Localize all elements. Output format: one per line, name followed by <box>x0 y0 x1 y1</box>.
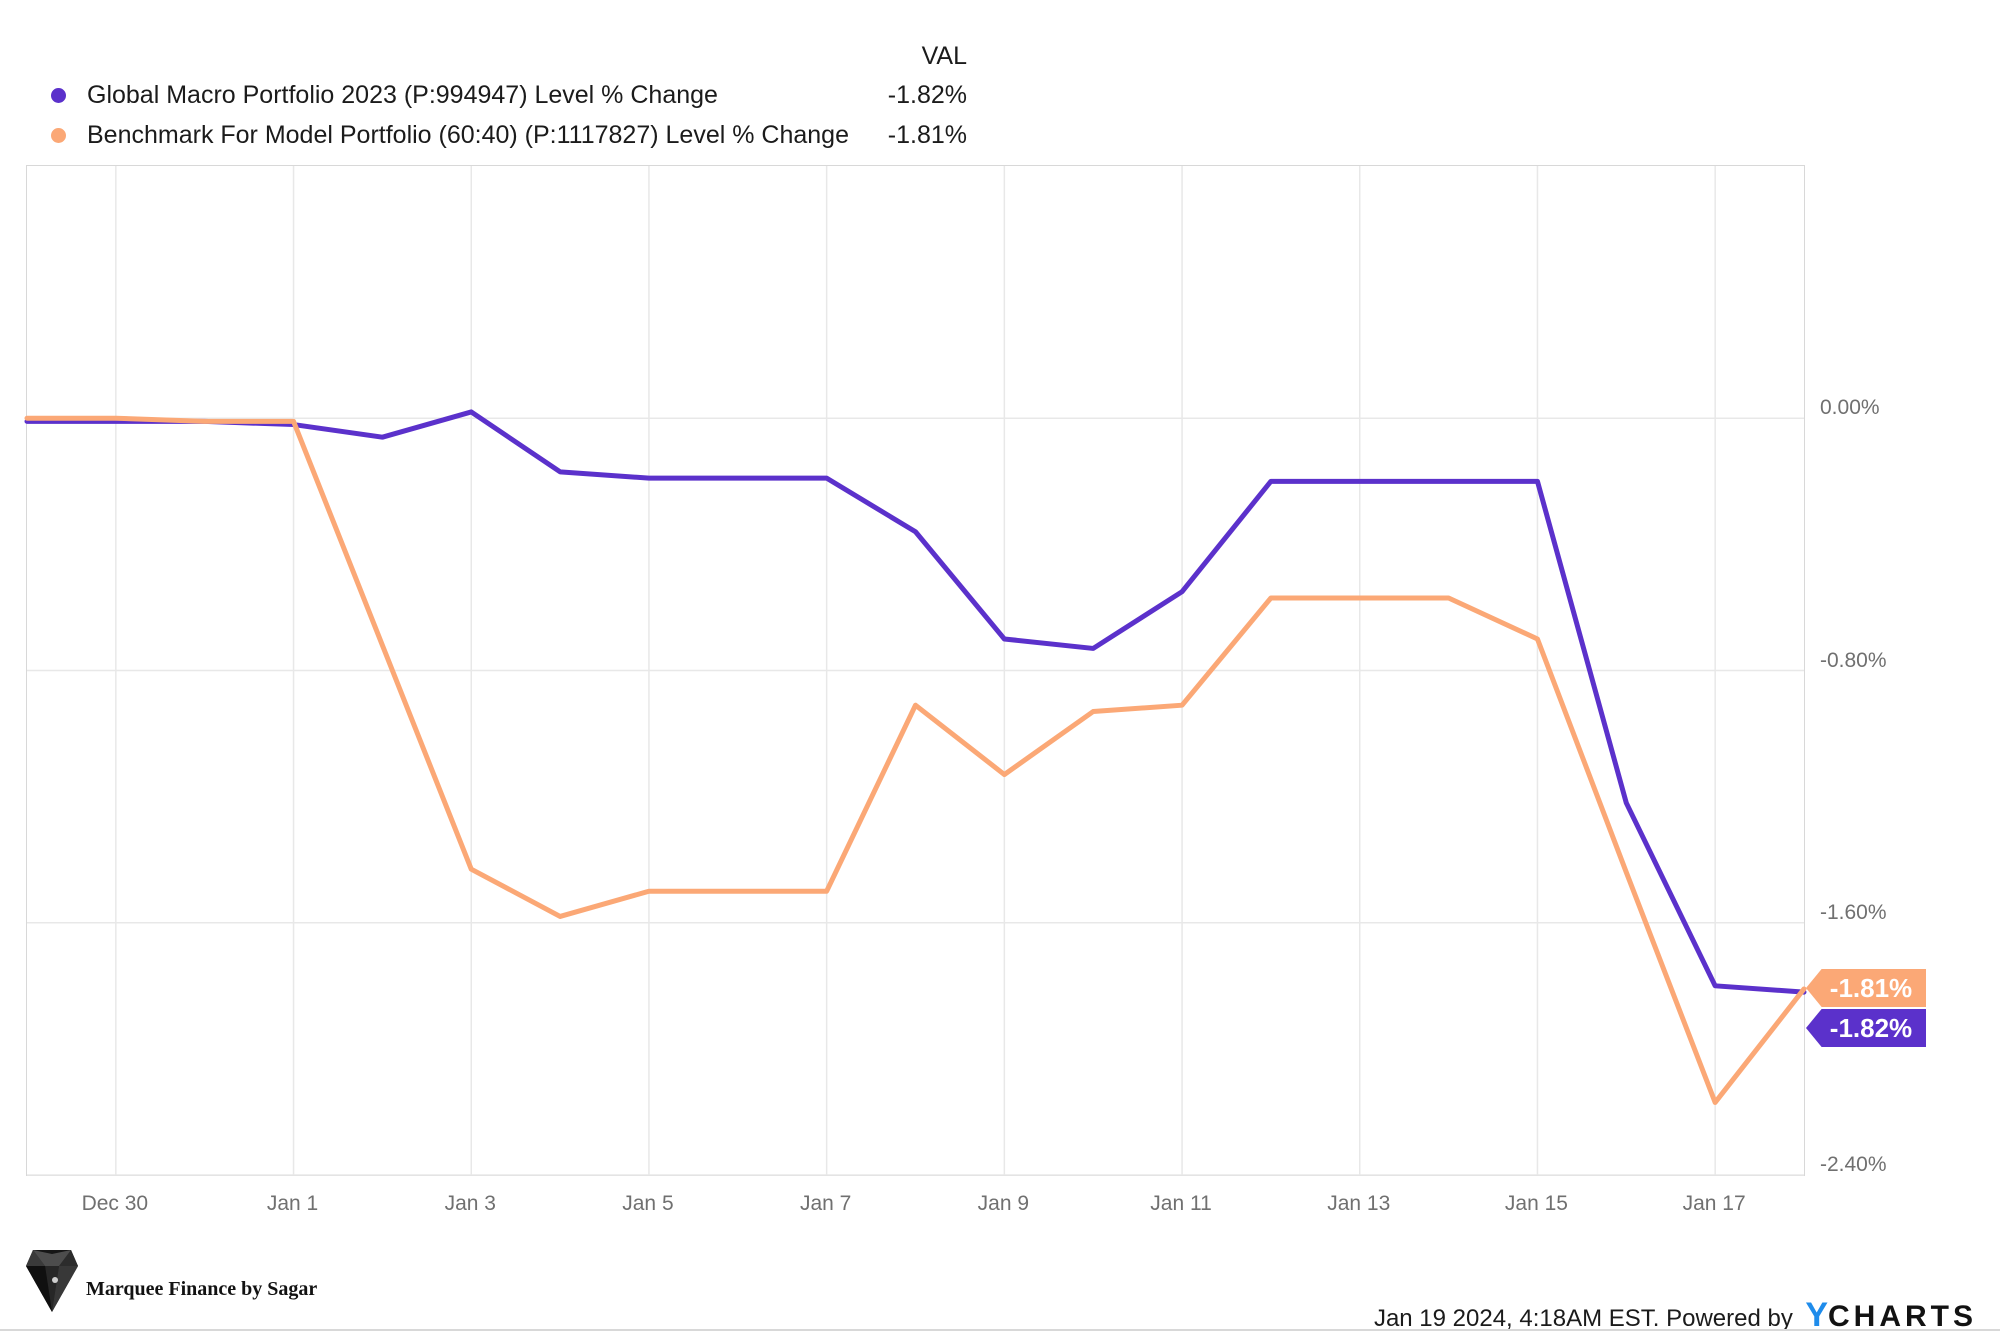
x-tick-label: Jan 5 <box>622 1192 674 1215</box>
x-tick-label: Jan 17 <box>1682 1192 1746 1215</box>
line-chart <box>24 166 1807 1176</box>
series-end-badge: -1.82% <box>1806 1008 1926 1047</box>
series-dot-icon <box>51 88 66 103</box>
x-tick-label: Jan 15 <box>1504 1192 1568 1215</box>
diamond-icon <box>26 1250 78 1312</box>
y-tick-label: 0.00% <box>1820 396 1880 420</box>
timestamp-text: Jan 19 2024, 4:18AM EST. Powered by <box>1373 1305 1793 1331</box>
x-tick-label: Dec 30 <box>81 1192 149 1215</box>
legend-series-label: Global Macro Portfolio 2023 (P:994947) L… <box>87 81 718 109</box>
legend-row-global-macro: Global Macro Portfolio 2023 (P:994947) L… <box>0 78 1000 112</box>
series-dot-icon <box>51 128 66 143</box>
y-tick-label: -0.80% <box>1820 648 1887 672</box>
legend-series-value: -1.81% <box>887 121 967 149</box>
series-end-badge: -1.81% <box>1806 968 1926 1007</box>
y-tick-label: -2.40% <box>1820 1153 1887 1176</box>
ycharts-wordmark: CHARTS <box>1828 1300 1977 1331</box>
x-axis: Dec 30 Jan 1 Jan 3 Jan 5 Jan 7 Jan 9 Jan 11 Jan… <box>26 1192 1805 1226</box>
legend-val-header: VAL <box>921 42 967 70</box>
ycharts-logo: YCHARTS <box>1805 1296 1977 1331</box>
x-tick-label: Jan 9 <box>977 1192 1030 1215</box>
ycharts-y-glyph: Y <box>1805 1296 1828 1331</box>
legend-row-benchmark: Benchmark For Model Portfolio (60:40) (P… <box>0 118 1000 152</box>
brand-text: Marquee Finance by Sagar <box>86 1278 318 1300</box>
y-axis: 0.00% -0.80% -1.60% -2.40% <box>1820 165 1990 1176</box>
x-tick-label: Jan 3 <box>444 1192 496 1215</box>
legend-series-label: Benchmark For Model Portfolio (60:40) (P… <box>87 121 849 149</box>
legend: VAL Global Macro Portfolio 2023 (P:99494… <box>0 0 1000 160</box>
x-tick-label: Jan 11 <box>1150 1192 1212 1215</box>
x-tick-label: Jan 7 <box>799 1192 852 1215</box>
footer-attribution: Jan 19 2024, 4:18AM EST. Powered by YCHA… <box>1374 1296 1977 1331</box>
y-tick-label: -1.60% <box>1820 900 1887 924</box>
bottom-divider <box>0 1329 2000 1331</box>
x-tick-label: Jan 13 <box>1327 1192 1391 1215</box>
plot-area <box>24 165 1807 1176</box>
legend-series-value: -1.82% <box>887 81 967 109</box>
last-value-badges: -1.81% -1.82% <box>1806 165 1996 1176</box>
x-tick-label: Jan 1 <box>266 1192 319 1215</box>
